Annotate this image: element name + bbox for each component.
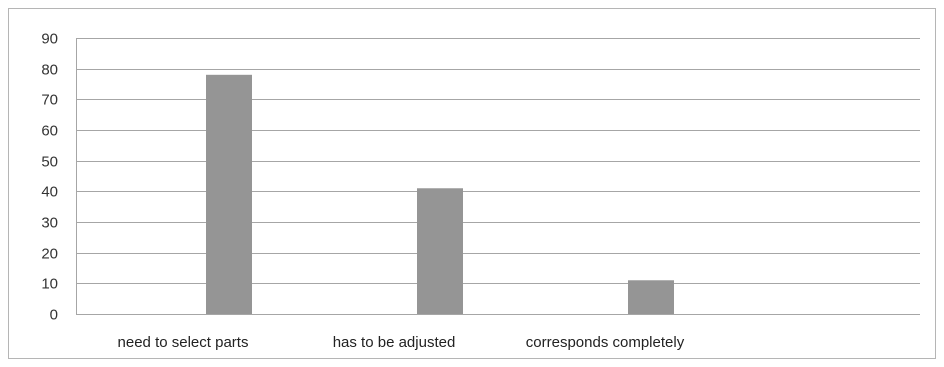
y-tick-label-20: 20 — [41, 246, 58, 263]
y-tick-label-70: 70 — [41, 92, 58, 109]
gridlines — [76, 38, 920, 315]
bar-1 — [206, 74, 252, 314]
y-tick-label-60: 60 — [41, 123, 58, 140]
y-axis-tick-labels: 0 10 20 30 40 50 60 70 80 90 — [41, 31, 58, 324]
bar-3 — [628, 280, 674, 314]
x-category-label-3: corresponds completely — [526, 334, 685, 351]
y-tick-label-10: 10 — [41, 276, 58, 293]
bar-2 — [417, 188, 463, 314]
y-tick-label-30: 30 — [41, 215, 58, 232]
y-tick-label-80: 80 — [41, 62, 58, 79]
y-tick-label-0: 0 — [50, 307, 58, 324]
bars — [206, 74, 674, 314]
y-tick-label-50: 50 — [41, 154, 58, 171]
y-tick-label-40: 40 — [41, 184, 58, 201]
chart-frame — [8, 8, 936, 359]
y-tick-label-90: 90 — [41, 31, 58, 48]
x-category-label-2: has to be adjusted — [333, 334, 456, 351]
x-axis-category-labels: need to select parts has to be adjusted co… — [118, 334, 685, 351]
x-category-label-1: need to select parts — [118, 334, 249, 351]
